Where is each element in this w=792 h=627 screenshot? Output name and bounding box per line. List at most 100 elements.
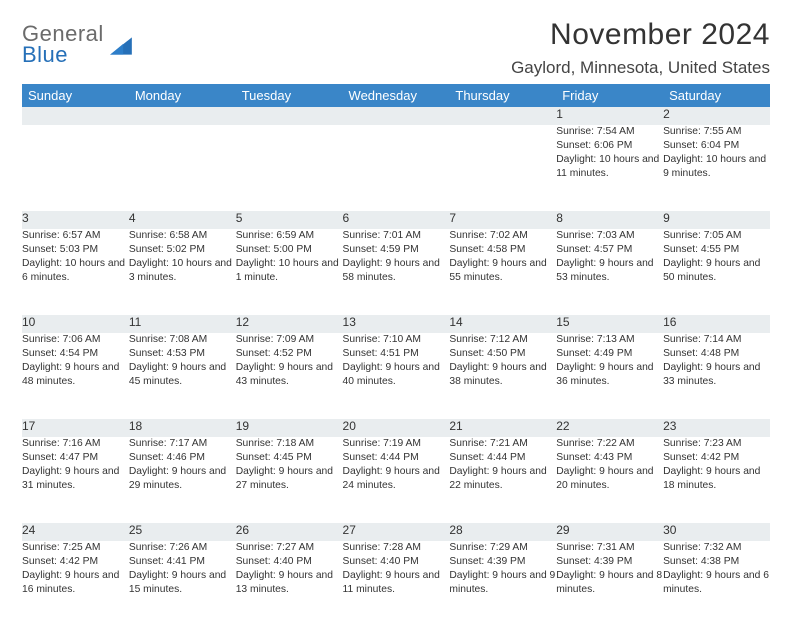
sunrise-text: Sunrise: 7:01 AM: [343, 229, 450, 243]
sunset-text: Sunset: 4:57 PM: [556, 243, 663, 257]
daylight-text: Daylight: 9 hours and 45 minutes.: [129, 361, 236, 389]
location-subtitle: Gaylord, Minnesota, United States: [511, 58, 770, 78]
day-cell: Sunrise: 7:01 AMSunset: 4:59 PMDaylight:…: [343, 229, 450, 315]
logo-triangle-icon: [108, 33, 134, 59]
day-number: 23: [663, 419, 770, 437]
sunrise-text: Sunrise: 7:16 AM: [22, 437, 129, 451]
sunset-text: Sunset: 4:42 PM: [22, 555, 129, 569]
sunrise-text: Sunrise: 6:58 AM: [129, 229, 236, 243]
day-number: 25: [129, 523, 236, 541]
sunset-text: Sunset: 4:39 PM: [556, 555, 663, 569]
sunrise-text: Sunrise: 7:17 AM: [129, 437, 236, 451]
day-cell: [343, 125, 450, 211]
day-number: 29: [556, 523, 663, 541]
sunrise-text: Sunrise: 7:12 AM: [449, 333, 556, 347]
sunset-text: Sunset: 4:38 PM: [663, 555, 770, 569]
day-content-row: Sunrise: 7:06 AMSunset: 4:54 PMDaylight:…: [22, 333, 770, 419]
sunrise-text: Sunrise: 7:29 AM: [449, 541, 556, 555]
page-header: General Blue November 2024 Gaylord, Minn…: [22, 18, 770, 78]
day-number: 19: [236, 419, 343, 437]
day-number: 5: [236, 211, 343, 229]
day-number: 30: [663, 523, 770, 541]
weekday-header: Friday: [556, 84, 663, 107]
day-number: 21: [449, 419, 556, 437]
day-cell: Sunrise: 7:31 AMSunset: 4:39 PMDaylight:…: [556, 541, 663, 627]
day-number: [129, 107, 236, 125]
daylight-text: Daylight: 9 hours and 53 minutes.: [556, 257, 663, 285]
logo-text: General Blue: [22, 24, 104, 66]
daylight-text: Daylight: 9 hours and 27 minutes.: [236, 465, 343, 493]
calendar-table: Sunday Monday Tuesday Wednesday Thursday…: [22, 84, 770, 627]
sunset-text: Sunset: 4:51 PM: [343, 347, 450, 361]
daylight-text: Daylight: 9 hours and 43 minutes.: [236, 361, 343, 389]
sunset-text: Sunset: 4:40 PM: [343, 555, 450, 569]
sunrise-text: Sunrise: 7:09 AM: [236, 333, 343, 347]
sunrise-text: Sunrise: 7:14 AM: [663, 333, 770, 347]
daylight-text: Daylight: 10 hours and 6 minutes.: [22, 257, 129, 285]
sunset-text: Sunset: 4:41 PM: [129, 555, 236, 569]
day-cell: [449, 125, 556, 211]
daylight-text: Daylight: 9 hours and 13 minutes.: [236, 569, 343, 597]
day-number-row: 3456789: [22, 211, 770, 229]
day-number: 14: [449, 315, 556, 333]
sunset-text: Sunset: 5:03 PM: [22, 243, 129, 257]
daylight-text: Daylight: 9 hours and 18 minutes.: [663, 465, 770, 493]
sunset-text: Sunset: 4:52 PM: [236, 347, 343, 361]
sunrise-text: Sunrise: 7:08 AM: [129, 333, 236, 347]
daylight-text: Daylight: 9 hours and 22 minutes.: [449, 465, 556, 493]
day-cell: Sunrise: 7:25 AMSunset: 4:42 PMDaylight:…: [22, 541, 129, 627]
day-cell: Sunrise: 7:05 AMSunset: 4:55 PMDaylight:…: [663, 229, 770, 315]
daylight-text: Daylight: 9 hours and 48 minutes.: [22, 361, 129, 389]
day-number: 28: [449, 523, 556, 541]
sunset-text: Sunset: 4:59 PM: [343, 243, 450, 257]
day-number: 4: [129, 211, 236, 229]
day-cell: Sunrise: 7:17 AMSunset: 4:46 PMDaylight:…: [129, 437, 236, 523]
day-cell: Sunrise: 7:54 AMSunset: 6:06 PMDaylight:…: [556, 125, 663, 211]
daylight-text: Daylight: 9 hours and 20 minutes.: [556, 465, 663, 493]
day-cell: Sunrise: 7:06 AMSunset: 4:54 PMDaylight:…: [22, 333, 129, 419]
sunrise-text: Sunrise: 6:59 AM: [236, 229, 343, 243]
sunrise-text: Sunrise: 7:27 AM: [236, 541, 343, 555]
daylight-text: Daylight: 10 hours and 1 minute.: [236, 257, 343, 285]
sunset-text: Sunset: 5:00 PM: [236, 243, 343, 257]
daylight-text: Daylight: 10 hours and 3 minutes.: [129, 257, 236, 285]
sunset-text: Sunset: 4:44 PM: [343, 451, 450, 465]
day-cell: Sunrise: 6:58 AMSunset: 5:02 PMDaylight:…: [129, 229, 236, 315]
day-number-row: 24252627282930: [22, 523, 770, 541]
day-number: [343, 107, 450, 125]
sunset-text: Sunset: 4:43 PM: [556, 451, 663, 465]
day-cell: Sunrise: 7:28 AMSunset: 4:40 PMDaylight:…: [343, 541, 450, 627]
day-number-row: 12: [22, 107, 770, 125]
weekday-header: Thursday: [449, 84, 556, 107]
day-cell: Sunrise: 7:29 AMSunset: 4:39 PMDaylight:…: [449, 541, 556, 627]
weekday-header: Monday: [129, 84, 236, 107]
day-content-row: Sunrise: 7:25 AMSunset: 4:42 PMDaylight:…: [22, 541, 770, 627]
day-cell: Sunrise: 7:16 AMSunset: 4:47 PMDaylight:…: [22, 437, 129, 523]
title-block: November 2024 Gaylord, Minnesota, United…: [511, 18, 770, 78]
sunrise-text: Sunrise: 7:19 AM: [343, 437, 450, 451]
daylight-text: Daylight: 9 hours and 38 minutes.: [449, 361, 556, 389]
daylight-text: Daylight: 9 hours and 16 minutes.: [22, 569, 129, 597]
day-number: 27: [343, 523, 450, 541]
day-cell: Sunrise: 7:21 AMSunset: 4:44 PMDaylight:…: [449, 437, 556, 523]
sunrise-text: Sunrise: 7:10 AM: [343, 333, 450, 347]
day-cell: Sunrise: 7:02 AMSunset: 4:58 PMDaylight:…: [449, 229, 556, 315]
day-cell: [22, 125, 129, 211]
sunset-text: Sunset: 4:58 PM: [449, 243, 556, 257]
sunrise-text: Sunrise: 7:26 AM: [129, 541, 236, 555]
sunset-text: Sunset: 4:39 PM: [449, 555, 556, 569]
day-cell: Sunrise: 7:27 AMSunset: 4:40 PMDaylight:…: [236, 541, 343, 627]
sunrise-text: Sunrise: 7:25 AM: [22, 541, 129, 555]
day-cell: Sunrise: 7:23 AMSunset: 4:42 PMDaylight:…: [663, 437, 770, 523]
daylight-text: Daylight: 9 hours and 11 minutes.: [343, 569, 450, 597]
day-content-row: Sunrise: 7:54 AMSunset: 6:06 PMDaylight:…: [22, 125, 770, 211]
day-cell: Sunrise: 7:10 AMSunset: 4:51 PMDaylight:…: [343, 333, 450, 419]
weekday-header: Saturday: [663, 84, 770, 107]
sunset-text: Sunset: 4:55 PM: [663, 243, 770, 257]
sunset-text: Sunset: 4:42 PM: [663, 451, 770, 465]
weekday-header: Wednesday: [343, 84, 450, 107]
day-number: [449, 107, 556, 125]
day-cell: Sunrise: 7:19 AMSunset: 4:44 PMDaylight:…: [343, 437, 450, 523]
day-cell: Sunrise: 7:26 AMSunset: 4:41 PMDaylight:…: [129, 541, 236, 627]
day-cell: Sunrise: 7:32 AMSunset: 4:38 PMDaylight:…: [663, 541, 770, 627]
